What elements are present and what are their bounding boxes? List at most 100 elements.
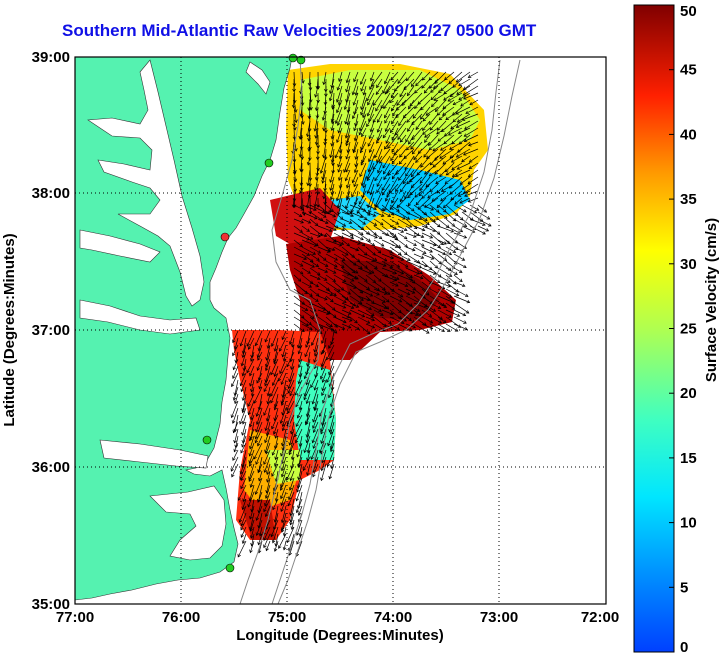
- velocity-arrow-head: [440, 188, 445, 192]
- velocity-arrow: [307, 330, 311, 345]
- velocity-arrow: [234, 379, 239, 396]
- velocity-arrow: [453, 260, 467, 268]
- velocity-arrow: [315, 85, 319, 98]
- velocity-arrow-head: [328, 345, 332, 349]
- velocity-arrow-head: [383, 323, 387, 328]
- velocity-arrow: [326, 365, 335, 383]
- velocity-arrow-head: [320, 440, 324, 444]
- velocity-arrow-head: [452, 101, 457, 106]
- velocity-arrow: [453, 225, 463, 232]
- velocity-arrow: [333, 218, 346, 227]
- velocity-arrow: [308, 127, 311, 141]
- velocity-arrow-head: [288, 378, 292, 383]
- velocity-arrow: [359, 162, 367, 177]
- velocity-arrow-head: [461, 158, 465, 163]
- velocity-arrow: [382, 78, 391, 94]
- velocity-arrow: [442, 155, 455, 165]
- velocity-arrow: [357, 232, 371, 242]
- velocity-arrow: [282, 344, 287, 357]
- velocity-arrow-head: [312, 251, 316, 255]
- velocity-arrow: [450, 190, 463, 201]
- velocity-arrow-head: [233, 400, 238, 405]
- velocity-arrow-head: [326, 379, 330, 383]
- velocity-arrow: [279, 358, 287, 374]
- velocity-arrow: [317, 239, 331, 252]
- velocity-arrow-head: [297, 380, 302, 385]
- colorbar-gradient: [633, 4, 675, 653]
- velocity-arrow-head: [442, 251, 447, 256]
- velocity-arrow-head: [317, 250, 322, 254]
- velocity-arrow-head: [305, 204, 310, 209]
- velocity-arrow: [445, 246, 456, 253]
- velocity-arrow-head: [374, 234, 378, 239]
- velocity-arrow: [463, 183, 479, 194]
- velocity-arrow-head: [487, 223, 492, 227]
- velocity-arrow-head: [413, 89, 418, 94]
- velocity-arrow: [349, 204, 366, 212]
- velocity-arrow: [263, 449, 271, 465]
- velocity-arrow: [327, 449, 335, 467]
- velocity-arrow-head: [328, 228, 333, 233]
- velocity-arrow-head: [248, 478, 252, 482]
- velocity-arrow-head: [407, 128, 411, 132]
- velocity-arrow: [265, 365, 271, 383]
- velocity-arrow: [413, 204, 427, 216]
- velocity-arrow-head: [467, 199, 472, 203]
- velocity-arrow: [369, 127, 375, 139]
- velocity-arrow: [328, 358, 335, 375]
- velocity-arrow: [337, 155, 343, 168]
- velocity-arrow-head: [418, 265, 423, 269]
- velocity-arrow: [373, 302, 387, 309]
- velocity-arrow-head: [413, 156, 417, 161]
- colorbar-tick-label: 45: [680, 62, 697, 79]
- velocity-arrow-head: [336, 204, 341, 209]
- velocity-arrow: [405, 267, 420, 275]
- velocity-arrow-head: [351, 91, 356, 96]
- velocity-arrow: [413, 316, 427, 326]
- velocity-arrow-head: [322, 257, 327, 261]
- velocity-arrow: [382, 155, 391, 169]
- velocity-arrow: [293, 106, 297, 123]
- velocity-arrow-head: [306, 228, 310, 232]
- velocity-arrow: [429, 78, 439, 89]
- velocity-arrow-head: [233, 439, 237, 444]
- velocity-arrow-head: [460, 103, 464, 107]
- velocity-arrow: [341, 232, 354, 239]
- velocity-arrow: [289, 330, 295, 345]
- velocity-arrow-head: [337, 177, 342, 181]
- velocity-arrow: [265, 540, 271, 551]
- velocity-arrow: [452, 169, 463, 177]
- velocity-arrow-head: [475, 207, 480, 211]
- velocity-arrow: [253, 386, 263, 404]
- velocity-arrow-head: [326, 249, 331, 253]
- velocity-arrow: [242, 498, 247, 510]
- velocity-arrow-head: [297, 463, 302, 468]
- velocity-arrow: [335, 141, 343, 158]
- velocity-arrow-head: [378, 278, 382, 282]
- velocity-arrow: [323, 183, 327, 199]
- velocity-arrow-head: [323, 277, 328, 281]
- station-marker: [202, 435, 212, 445]
- velocity-arrow: [445, 113, 455, 120]
- velocity-arrow-head: [447, 328, 451, 332]
- velocity-arrow: [453, 295, 470, 303]
- velocity-arrow: [327, 428, 335, 446]
- velocity-arrow-head: [384, 128, 389, 133]
- velocity-arrow-head: [456, 313, 461, 317]
- velocity-arrow: [449, 148, 463, 159]
- velocity-arrow-head: [354, 92, 359, 96]
- velocity-arrow: [299, 365, 303, 377]
- velocity-arrow: [353, 92, 359, 106]
- velocity-arrow: [453, 288, 469, 297]
- velocity-arrow-head: [361, 242, 366, 247]
- velocity-arrow: [400, 183, 407, 193]
- velocity-arrow: [458, 190, 471, 197]
- velocity-arrow-head: [306, 182, 310, 187]
- velocity-arrow: [410, 134, 423, 150]
- station-marker: [296, 55, 306, 65]
- velocity-arrow: [242, 337, 247, 354]
- velocity-arrow-head: [294, 392, 298, 396]
- velocity-arrow: [341, 260, 356, 274]
- velocity-arrow-head: [309, 236, 314, 240]
- velocity-arrow-head: [350, 305, 355, 309]
